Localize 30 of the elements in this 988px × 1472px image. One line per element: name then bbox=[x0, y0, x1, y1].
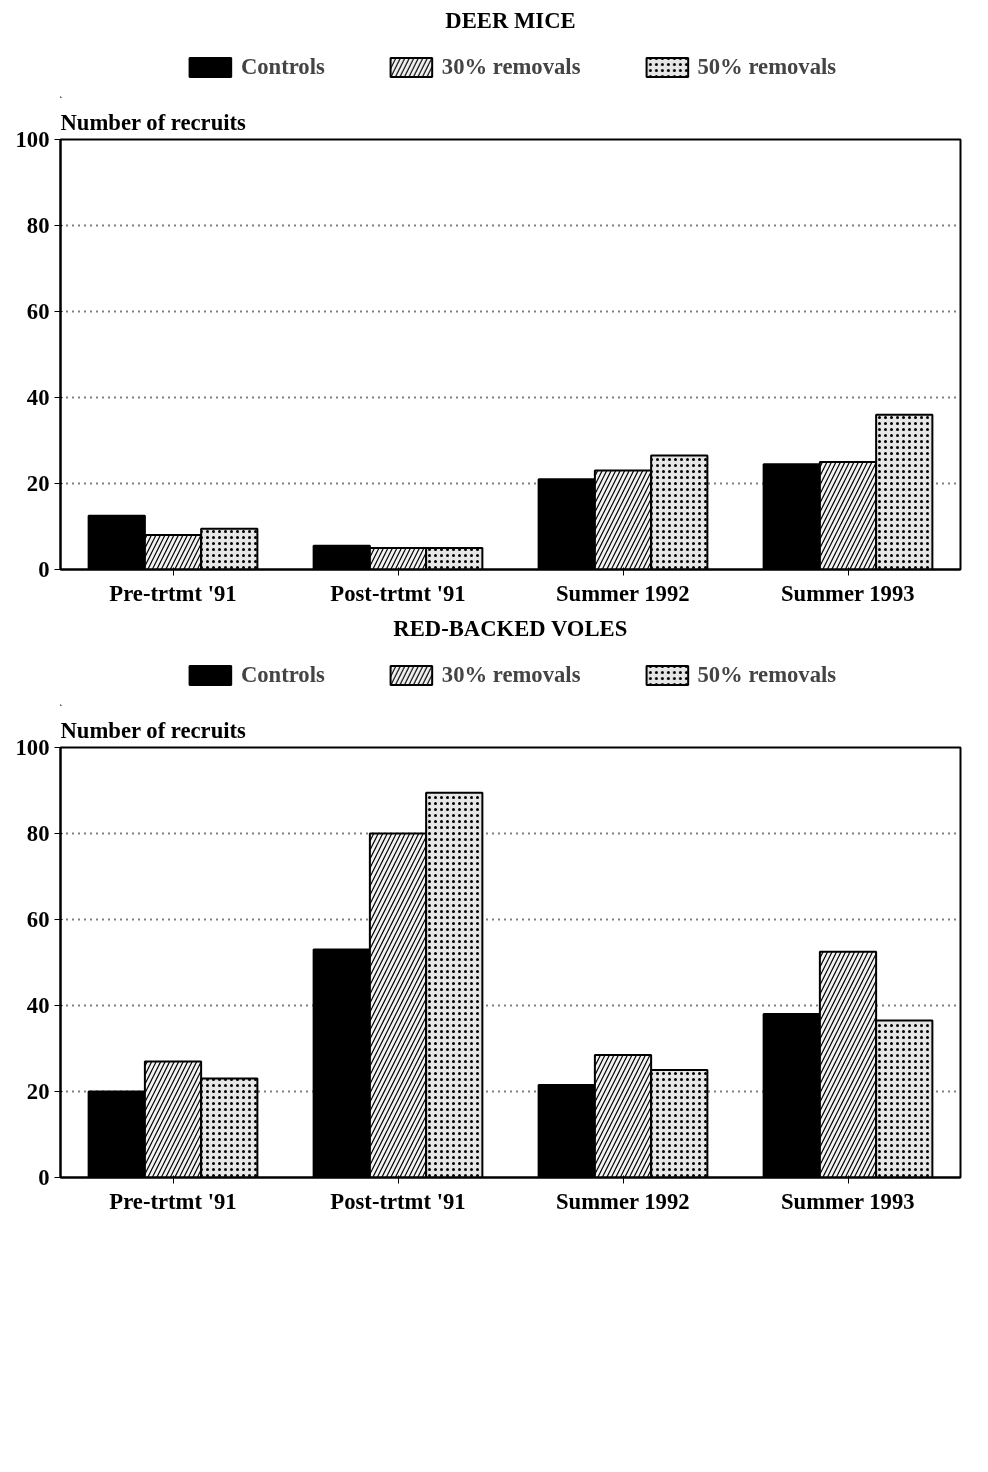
y-tick-label: 80 bbox=[26, 821, 50, 846]
y-tick-label: 60 bbox=[26, 907, 50, 932]
x-tick-label: Pre-trtmt '91 bbox=[109, 580, 237, 606]
y-tick-label: 20 bbox=[26, 471, 50, 496]
y-tick-label: 0 bbox=[38, 1165, 50, 1190]
y-tick-label: 0 bbox=[38, 557, 50, 582]
legend-label: 50% removals bbox=[697, 54, 837, 80]
legend-label: Controls bbox=[240, 54, 325, 80]
y-tick-label: 100 bbox=[15, 127, 50, 152]
legend-label: 30% removals bbox=[441, 54, 581, 80]
y-tick-label: 60 bbox=[26, 299, 50, 324]
y-tick-label: 100 bbox=[15, 735, 50, 760]
x-tick-label: Post-trtmt '91 bbox=[330, 580, 466, 606]
x-tick-label: Summer 1992 bbox=[555, 1188, 690, 1214]
chart-title: RED-BACKED VOLES bbox=[393, 615, 628, 641]
y-tick-label: 40 bbox=[26, 385, 50, 410]
x-tick-label: Summer 1992 bbox=[555, 580, 690, 606]
y-tick-label: 80 bbox=[26, 213, 50, 238]
chart-title: DEER MICE bbox=[445, 7, 576, 33]
legend-label: 50% removals bbox=[697, 662, 837, 688]
y-tick-label: 40 bbox=[26, 993, 50, 1018]
y-tick-label: 20 bbox=[26, 1079, 50, 1104]
x-tick-label: Post-trtmt '91 bbox=[330, 1188, 466, 1214]
x-tick-label: Summer 1993 bbox=[780, 1188, 915, 1214]
x-tick-label: Summer 1993 bbox=[780, 580, 915, 606]
legend-label: Controls bbox=[240, 662, 325, 688]
y-axis-title: Number of recruits bbox=[60, 717, 247, 743]
x-tick-label: Pre-trtmt '91 bbox=[109, 1188, 237, 1214]
y-axis-title: Number of recruits bbox=[60, 109, 247, 135]
legend-label: 30% removals bbox=[441, 662, 581, 688]
